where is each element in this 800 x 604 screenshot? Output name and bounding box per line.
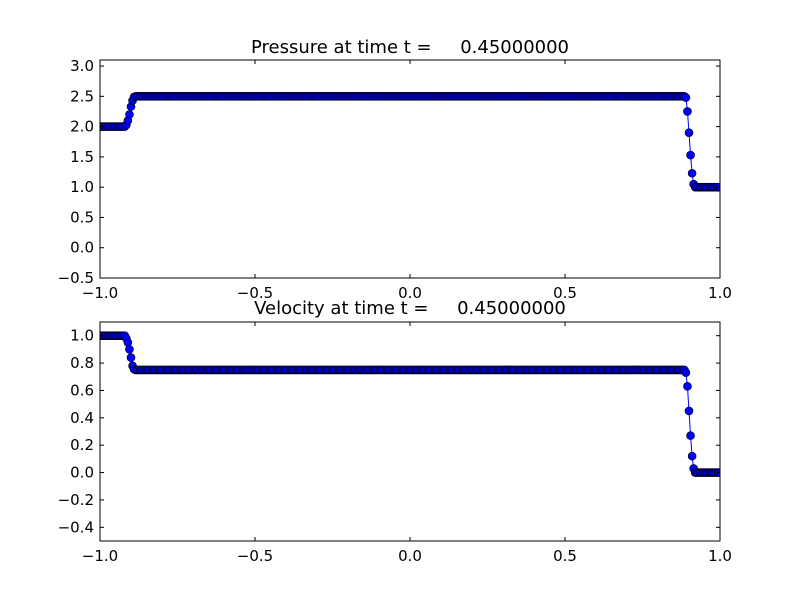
velocity-title: Velocity at time t = 0.45000000 bbox=[254, 298, 566, 319]
data-point bbox=[686, 431, 695, 440]
y-tick-label: −0.4 bbox=[58, 518, 94, 536]
y-tick-label: 0.8 bbox=[70, 354, 94, 372]
data-point bbox=[684, 406, 694, 416]
x-tick-label: −0.5 bbox=[237, 547, 273, 565]
y-tick-label: 0.0 bbox=[70, 464, 94, 482]
y-tick-label: 0.4 bbox=[70, 409, 94, 427]
velocity-axes: Velocity at time t = 0.45000000 −1.0 −0.5… bbox=[58, 298, 732, 565]
x-tick-label: 0.5 bbox=[553, 284, 577, 302]
x-tick-label: 0.5 bbox=[553, 547, 577, 565]
y-tick-label: 2.0 bbox=[70, 118, 94, 136]
series-line bbox=[100, 335, 720, 474]
y-tick-label: 0.5 bbox=[70, 208, 94, 226]
pressure-axes: Pressure at time t = 0.45000000 −1.0 −0.5… bbox=[58, 37, 732, 302]
x-tick-label: 0.0 bbox=[398, 547, 422, 565]
y-tick-label: 3.0 bbox=[70, 57, 94, 75]
data-point bbox=[126, 353, 136, 362]
data-point bbox=[686, 150, 695, 160]
series-line bbox=[100, 95, 720, 188]
x-tick-label: 1.0 bbox=[708, 284, 732, 302]
y-tick-label: 2.5 bbox=[70, 87, 94, 105]
data-point bbox=[687, 168, 697, 178]
y-tick-label: 0.0 bbox=[70, 239, 94, 257]
data-point bbox=[681, 93, 691, 102]
pressure-title: Pressure at time t = 0.45000000 bbox=[251, 37, 569, 58]
y-tick-label: −0.5 bbox=[58, 269, 94, 287]
axes-frame bbox=[99, 321, 721, 542]
data-point bbox=[125, 345, 134, 354]
data-point bbox=[125, 110, 134, 119]
y-tick-label: 1.0 bbox=[70, 327, 94, 345]
y-tick-label: 1.5 bbox=[70, 148, 94, 166]
x-tick-label: 0.0 bbox=[398, 284, 422, 302]
x-tick-label: 1.0 bbox=[708, 547, 732, 565]
data-point bbox=[687, 451, 697, 461]
plot-area bbox=[100, 92, 720, 192]
y-tick-label: 0.2 bbox=[70, 436, 94, 454]
data-point bbox=[684, 128, 694, 137]
data-point bbox=[683, 382, 692, 391]
y-tick-label: −0.2 bbox=[58, 491, 94, 509]
x-tick-label: −0.5 bbox=[237, 284, 273, 302]
x-tick-label: −1.0 bbox=[82, 547, 118, 565]
plot-area bbox=[100, 331, 720, 477]
data-point bbox=[683, 107, 692, 116]
x-tick-label: −1.0 bbox=[82, 284, 118, 302]
y-tick-label: 1.0 bbox=[70, 178, 94, 196]
data-point bbox=[681, 368, 691, 377]
y-tick-label: 0.6 bbox=[70, 381, 94, 399]
